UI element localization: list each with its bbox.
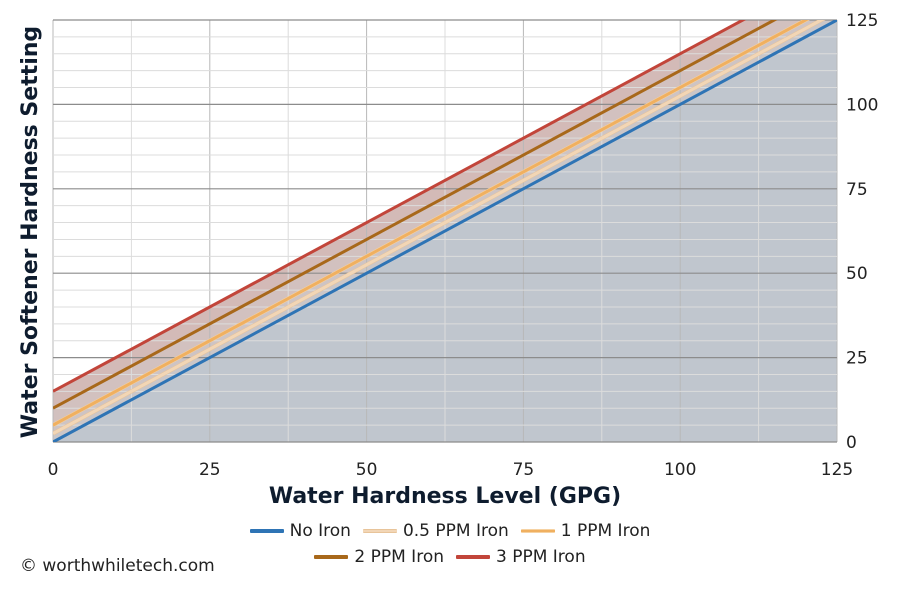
legend-label-0-5-ppm: 0.5 PPM Iron	[402, 521, 509, 541]
legend-item-3-ppm: 3 PPM Iron	[456, 547, 586, 567]
legend-row-1: No Iron 0.5 PPM Iron 1 PPM Iron	[0, 518, 900, 544]
y-tick-label: 100	[846, 95, 878, 115]
legend-row-2: 2 PPM Iron 3 PPM Iron	[0, 544, 900, 570]
legend-item-0-5-ppm: 0.5 PPM Iron	[362, 521, 509, 541]
x-tick-label: 100	[664, 460, 696, 480]
legend-swatch-no-iron	[249, 529, 284, 533]
legend-item-no-iron: No Iron	[249, 521, 351, 541]
y-tick-label: 25	[846, 349, 868, 369]
legend-item-1-ppm: 1 PPM Iron	[520, 521, 651, 541]
legend-item-2-ppm: 2 PPM Iron	[314, 547, 444, 567]
legend-swatch-3-ppm	[456, 555, 490, 559]
line-0-5-ppm-iron	[53, 20, 825, 435]
copyright-text: © worthwhiletech.com	[20, 556, 215, 576]
x-tick-label: 25	[199, 460, 221, 480]
y-tick-label: 125	[846, 11, 878, 31]
legend-swatch-1-ppm	[520, 529, 555, 533]
legend-swatch-2-ppm	[314, 555, 349, 559]
x-tick-label: 75	[513, 460, 535, 480]
legend-label-2-ppm: 2 PPM Iron	[354, 547, 444, 567]
x-tick-label: 0	[48, 460, 59, 480]
line-1-ppm-iron	[53, 20, 809, 427]
x-axis-title: Water Hardness Level (GPG)	[269, 484, 621, 509]
line-2-ppm-iron	[53, 20, 778, 410]
legend-label-3-ppm: 3 PPM Iron	[496, 547, 586, 567]
x-tick-label: 125	[821, 460, 853, 480]
y-axis-title: Water Softener Hardness Setting	[18, 26, 43, 438]
legend-swatch-0-5-ppm	[362, 529, 397, 533]
line-no-iron	[53, 20, 837, 442]
legend: No Iron 0.5 PPM Iron 1 PPM Iron 2 PPM Ir…	[0, 518, 900, 570]
x-tick-label: 50	[356, 460, 378, 480]
legend-label-1-ppm: 1 PPM Iron	[560, 521, 651, 541]
legend-label-no-iron: No Iron	[289, 521, 351, 541]
y-tick-label: 0	[846, 433, 857, 453]
y-tick-label: 75	[846, 180, 868, 200]
line-3-ppm-iron	[53, 20, 747, 393]
y-tick-label: 50	[846, 264, 868, 284]
